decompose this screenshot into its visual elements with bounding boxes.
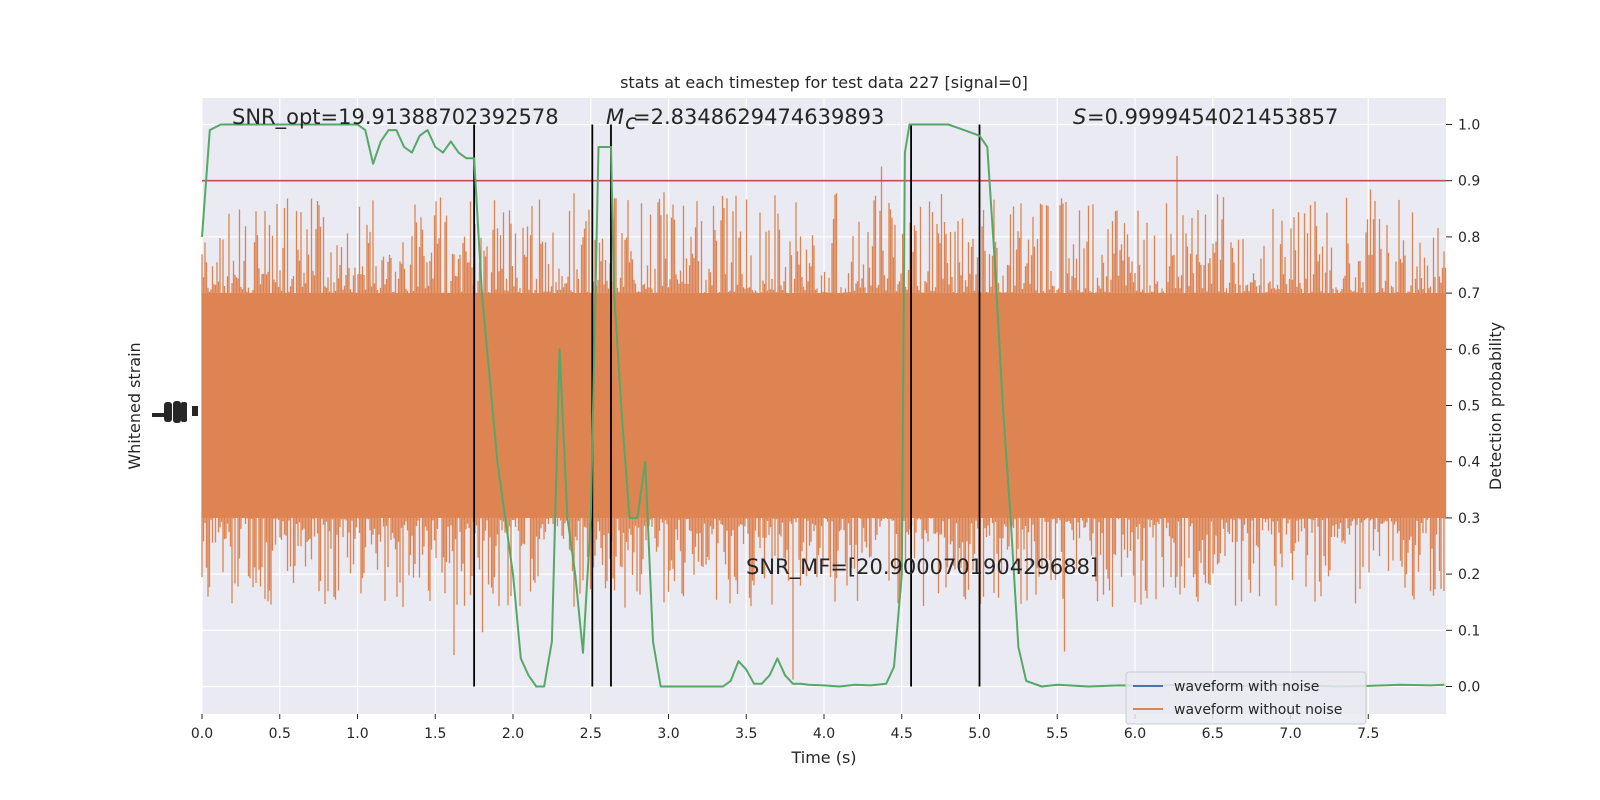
vertical-markers [473, 124, 981, 687]
y-axis-right-label: Detection probability [1486, 322, 1505, 490]
chart-title: stats at each timestep for test data 227… [620, 73, 1028, 92]
annotation-snr-opt: SNR_opt=19.91388702392578 [232, 105, 559, 130]
y-tick-label: 0.7 [1458, 286, 1480, 302]
x-tick-label: 7.0 [1279, 726, 1301, 742]
y-tick-label: 0.1 [1458, 623, 1480, 639]
x-tick-label: 2.5 [580, 726, 602, 742]
y-axis-right-ticks: 0.0 0.1 0.2 0.3 0.4 0.5 0.6 0.7 0.8 0.9 1.0 [1446, 118, 1480, 696]
annotation-snr-mf: SNR_MF=[20.900070190429688] [746, 555, 1098, 580]
y-tick-label: 1.0 [1458, 118, 1480, 134]
left-axis-collapsed-ticks [152, 401, 198, 423]
x-tick-label: 2.0 [502, 726, 524, 742]
x-tick-label: 7.5 [1357, 726, 1379, 742]
legend-label-without-noise: waveform without noise [1174, 702, 1342, 718]
legend-label-with-noise: waveform with noise [1174, 679, 1319, 695]
svg-text:M: M [606, 105, 624, 129]
legend: waveform with noise waveform without noi… [1125, 671, 1367, 725]
x-tick-label: 1.0 [346, 726, 368, 742]
x-tick-label: 1.5 [424, 726, 446, 742]
x-tick-label: 6.0 [1124, 726, 1146, 742]
detection-probability-line [201, 123, 1445, 688]
x-axis-ticks: 0.0 0.5 1.0 1.5 2.0 2.5 3.0 3.5 4.0 4.5 5.0 5.5 6.0 6… [191, 714, 1379, 742]
x-tick-label: 3.5 [735, 726, 757, 742]
y-tick-label: 0.4 [1458, 455, 1480, 471]
x-tick-label: 5.5 [1046, 726, 1068, 742]
y-tick-label: 0.5 [1458, 399, 1480, 415]
y-tick-label: 0.8 [1458, 230, 1480, 246]
waveform-without-noise-series [201, 156, 1447, 680]
y-tick-label: 0.2 [1458, 567, 1480, 583]
x-tick-label: 0.0 [191, 726, 213, 742]
y-tick-label: 0.0 [1458, 680, 1480, 696]
annotation-s: S =0.9999454021453857 [1073, 105, 1338, 129]
x-tick-label: 6.5 [1202, 726, 1224, 742]
svg-text:S: S [1073, 105, 1086, 129]
x-axis-label: Time (s) [790, 748, 856, 767]
x-tick-label: 4.0 [813, 726, 835, 742]
x-tick-label: 5.0 [968, 726, 990, 742]
x-tick-label: 3.0 [657, 726, 679, 742]
detection-probability-series [201, 123, 1445, 688]
y-tick-label: 0.9 [1458, 174, 1480, 190]
annotation-mc-value: =2.8348629474639893 [633, 105, 884, 129]
legend-box [1125, 671, 1367, 725]
y-axis-left-label: Whitened strain [125, 342, 144, 469]
x-tick-label: 0.5 [269, 726, 291, 742]
annotation-mc: M c =2.8348629474639893 [606, 105, 884, 134]
y-tick-label: 0.3 [1458, 511, 1480, 527]
x-tick-label: 4.5 [891, 726, 913, 742]
annotation-s-value: =0.9999454021453857 [1087, 105, 1338, 129]
waveform-spikes [201, 156, 1447, 680]
svg-text:c: c [625, 110, 637, 134]
y-tick-label: 0.6 [1458, 342, 1480, 358]
